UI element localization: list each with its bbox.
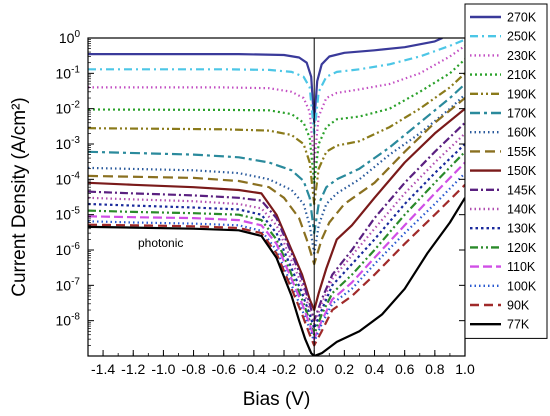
legend-label: 100K [507,279,537,293]
series-77k [88,197,465,356]
x-tick-label: 1.0 [455,361,475,377]
series-120k [88,151,465,336]
y-axis-title: Current Density (A/cm²) [9,97,30,297]
legend-label: 190K [507,87,537,101]
legend-label: 170K [507,107,537,121]
series-100k [88,172,465,343]
series-140k [88,132,465,326]
series-130k [88,143,465,330]
x-tick-label: -1.0 [151,361,175,377]
x-tick-label: 0.8 [425,361,445,377]
legend-label: 110K [507,260,536,274]
x-tick-label: -0.6 [212,361,236,377]
legend-label: 140K [507,203,537,217]
y-tick-label: 10-5 [56,206,81,223]
legend-label: 210K [507,68,537,82]
y-tick-label: 10-6 [56,241,81,258]
y-axis: 10-8 10-7 10-6 10-5 10-4 10-3 10-2 10-1 100 [56,29,465,357]
series-270k [88,38,443,124]
y-tick-label: 10-1 [56,64,81,81]
legend-label: 230K [507,49,537,63]
series-145k [88,121,465,322]
legend-label: 130K [507,222,537,236]
series-110k [88,161,465,341]
x-tick-label: 0.4 [365,361,385,377]
legend-label: 120K [507,241,537,255]
x-tick-label: -0.4 [242,361,266,377]
x-tick-label: 0.6 [395,361,415,377]
x-tick-label: -0.2 [272,361,296,377]
x-axis-title: Bias (V) [243,389,311,410]
y-tick-label: 10-3 [56,135,81,152]
y-tick-label: 10-7 [56,276,81,293]
series-190k [88,72,465,206]
legend-label: 90K [507,299,530,313]
series-layer [88,38,465,356]
y-tick-label: 100 [59,29,81,46]
series-170k [88,83,465,235]
x-axis: -1.4 -1.2 -1.0 -0.8 -0.6 -0.4 -0.2 0.0 0.2 0.4 0.6… [87,350,475,377]
x-tick-label: 0.2 [335,361,355,377]
plot-frame [87,37,466,357]
legend-label: 160K [507,126,537,140]
legend-label: 155K [507,145,537,159]
legend: 270K 250K 230K 210K 190K 170K 160K 155K 150K 145K… [464,3,548,339]
legend-label: 145K [507,183,537,197]
x-tick-label: -0.8 [181,361,205,377]
series-250k [88,38,465,135]
y-tick-label: 10-2 [56,100,81,117]
legend-label: 270K [507,11,537,25]
series-150k [88,107,465,312]
legend-label: 77K [507,318,530,332]
series-90k [88,184,465,347]
y-tick-label: 10-8 [56,312,81,329]
series-230k [88,44,465,164]
legend-label: 250K [507,30,537,44]
x-tick-label: 0.0 [304,361,324,377]
legend-label: 150K [507,164,537,178]
x-tick-label: -1.4 [91,361,115,377]
photonic-annotation: photonic [138,236,183,250]
y-tick-label: 10-4 [56,170,81,187]
x-tick-label: -1.2 [121,361,145,377]
